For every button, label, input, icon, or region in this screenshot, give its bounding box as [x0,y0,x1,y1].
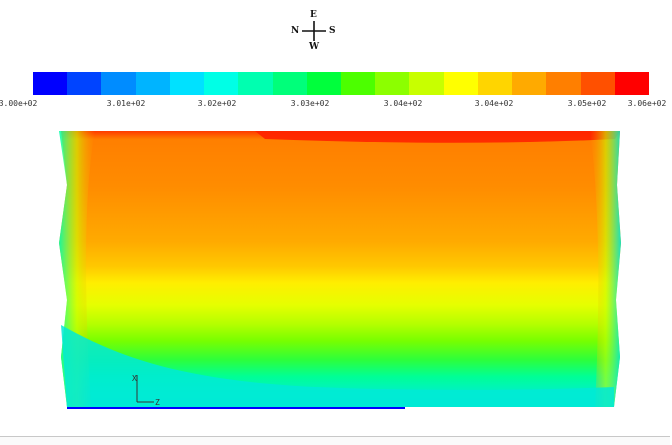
legend-swatch [169,72,205,95]
legend-swatch [512,72,547,95]
legend-swatch [67,72,102,95]
axis-x-label: X [132,374,137,383]
color-legend-bar [33,72,649,95]
legend-swatch [33,72,68,95]
legend-swatch [272,72,307,95]
cold-bottom-wedge [61,325,614,407]
temperature-field [59,131,621,407]
legend-swatch [409,72,444,95]
legend-swatch [135,72,170,95]
legend-swatch [546,72,581,95]
legend-tick-label: 3.06e+02 [627,99,667,108]
legend-swatch [340,72,376,95]
legend-swatch [614,72,649,95]
compass-rose: N E S W [289,10,339,52]
hot-top-band [255,131,620,143]
compass-west-label: W [309,42,320,52]
axis-z-label: Z [155,398,160,407]
legend-swatch [580,72,615,95]
legend-tick-label: 3.04e+02 [383,99,423,108]
legend-swatch [204,72,239,95]
legend-swatch [477,72,513,95]
legend-tick-label: 3.01e+02 [106,99,146,108]
legend-tick-label: 3.03e+02 [290,99,330,108]
compass-icon [302,21,326,41]
axes-triad: X Z [132,374,160,407]
legend-tick-label: 3.04e+02 [474,99,514,108]
legend-swatch [443,72,478,95]
compass-east-label: E [310,10,317,20]
legend-tick-label: 3.00e+02 [0,99,38,108]
legend-swatch [101,72,136,95]
right-edge-shading [590,131,621,407]
legend-swatch [306,72,341,95]
legend-tick-label: 3.02e+02 [197,99,237,108]
contour-plot [59,131,621,409]
legend-tick-label: 3.05e+02 [567,99,607,108]
legend-swatch [375,72,410,95]
compass-south-label: S [329,26,336,36]
legend-swatch [238,72,273,95]
compass-north-label: N [291,26,300,36]
console-panel [0,436,670,445]
